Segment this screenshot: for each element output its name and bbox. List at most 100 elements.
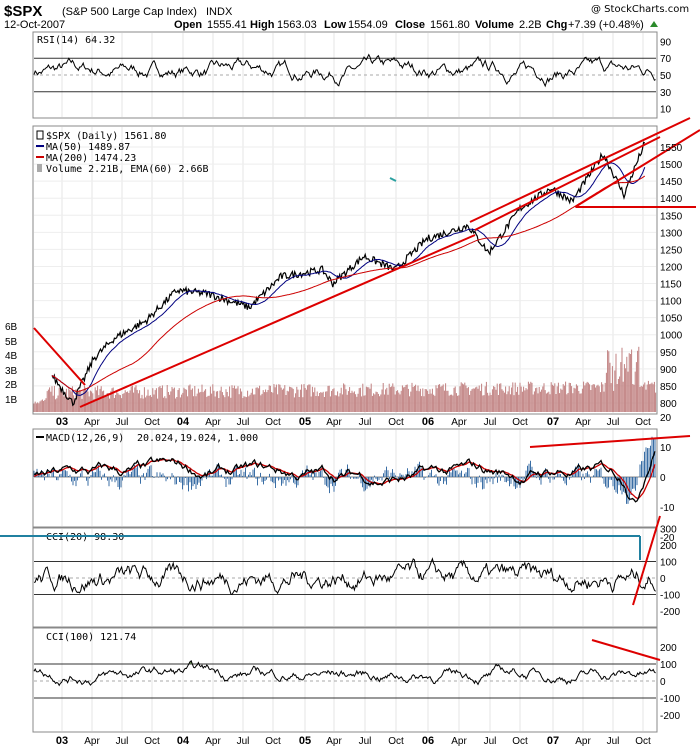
chart-symbol: $SPX	[4, 3, 42, 20]
rsi-tick: 50	[660, 71, 672, 82]
x-tick-label: Apr	[575, 417, 591, 428]
rsi-tick: 70	[660, 54, 672, 65]
volume-tick: 2B	[5, 380, 18, 391]
cci20-trendline	[632, 515, 661, 606]
macd-divergence-line	[529, 435, 691, 448]
up-arrow-icon	[650, 21, 658, 27]
trendlines	[33, 117, 700, 661]
cci20-tick: 300	[660, 525, 677, 536]
cci100-tick: 100	[660, 660, 677, 671]
macd-tick: 10	[660, 443, 672, 454]
x-tick-label: Jul	[359, 417, 372, 428]
macd-tick: -10	[660, 503, 675, 514]
legend-price: $SPX (Daily) 1561.80	[46, 131, 166, 142]
cci20-tick: -200	[660, 607, 680, 618]
rsi-tick: 90	[660, 37, 672, 48]
volume-tick: 6B	[5, 322, 18, 333]
x-tick-label: Jul	[484, 736, 497, 747]
macd-tick: -20	[660, 533, 675, 544]
watermark: @ StockCharts.com	[591, 4, 689, 15]
price-tick: 1300	[660, 228, 683, 239]
x-tick-label: Jul	[237, 736, 250, 747]
x-tick-label: Jul	[607, 417, 620, 428]
cci20-tick: -100	[660, 591, 680, 602]
x-tick-label: Oct	[512, 736, 528, 747]
rsi-line	[33, 53, 656, 88]
price-legend: $SPX (Daily) 1561.80 MA(50) 1489.87 MA(2…	[36, 130, 209, 175]
ohlc-readout: Open 1555.41 High 1563.03 Low 1554.09 Cl…	[174, 19, 658, 31]
volume-tick: 1B	[5, 395, 18, 406]
price-tick: 1500	[660, 160, 683, 171]
volume-bars	[33, 346, 657, 412]
x-tick-label: Apr	[84, 417, 100, 428]
x-tick-label: Jul	[237, 417, 250, 428]
price-tick: 800	[660, 399, 677, 410]
cci100-trendline	[591, 639, 661, 661]
support-trendline	[79, 234, 476, 408]
x-tick-label: Apr	[326, 736, 342, 747]
rsi-label: RSI(14) 64.32	[37, 35, 115, 46]
cci20-line	[33, 557, 656, 596]
volume-tick: 5B	[5, 337, 18, 348]
cci20-tick: 100	[660, 558, 677, 569]
price-tick: 1400	[660, 194, 683, 205]
cci20-tick: 0	[660, 574, 666, 585]
x-tick-label: Jul	[116, 417, 129, 428]
price-tick: 850	[660, 382, 677, 393]
chg-value: +7.39 (+0.48%)	[568, 19, 644, 31]
price-tick: 1050	[660, 314, 683, 325]
chart-exchange: INDX	[206, 6, 233, 18]
price-swatch-icon	[36, 130, 44, 140]
cci100-tick: 0	[660, 677, 666, 688]
x-tick-label: Apr	[451, 736, 467, 747]
rsi-axis: 90 70 50 30 10	[660, 37, 672, 115]
price-tick: 950	[660, 348, 677, 359]
x-tick-label: Apr	[84, 736, 100, 747]
x-tick-label: Jul	[484, 417, 497, 428]
legend-ma50: MA(50) 1489.87	[46, 142, 130, 153]
x-axis-upper: 03 Apr Jul Oct 04 Apr Jul Oct 05 Apr Jul Oct 06 Apr Ju…	[56, 416, 651, 428]
cci100-label: CCI(100) 121.74	[46, 632, 136, 643]
macd-signal-value: 19.024,	[180, 433, 222, 444]
cci100-tick: -200	[660, 711, 680, 722]
x-tick-label: Oct	[144, 417, 160, 428]
legend-ma200: MA(200) 1474.23	[46, 153, 136, 164]
price-tick: 1150	[660, 280, 682, 291]
chart-name: (S&P 500 Large Cap Index)	[62, 6, 197, 18]
volume-value: 2.2B	[519, 19, 542, 31]
macd-tick: 20	[660, 413, 672, 424]
macd-tick: 0	[660, 473, 666, 484]
close-label: Close	[395, 19, 425, 31]
x-tick-label: Oct	[388, 417, 404, 428]
x-tick-label: 03	[56, 735, 68, 747]
x-tick-label: 05	[299, 416, 311, 428]
x-tick-label: Apr	[326, 417, 342, 428]
cci100-line	[33, 659, 656, 687]
price-tick: 900	[660, 365, 677, 376]
upper-channel-line	[469, 117, 691, 223]
x-tick-label: Oct	[265, 736, 281, 747]
cci100-tick: -100	[660, 694, 680, 705]
x-tick-label: 06	[422, 416, 434, 428]
chart-date: 12-Oct-2007	[4, 19, 65, 31]
macd-label: MACD(12,26,9)	[46, 433, 124, 444]
annotation-cyan-mark	[389, 177, 397, 182]
rsi-tick: 10	[660, 105, 672, 116]
price-tick: 1250	[660, 245, 683, 256]
x-tick-label: 03	[56, 416, 68, 428]
high-value: 1563.03	[277, 19, 317, 31]
x-tick-label: 05	[299, 735, 311, 747]
chg-label: Chg	[546, 19, 567, 31]
x-tick-label: Oct	[512, 417, 528, 428]
volume-tick: 4B	[5, 351, 18, 362]
price-tick: 1350	[660, 211, 683, 222]
cci20-tick: 200	[660, 541, 677, 552]
mid-channel-line	[474, 136, 661, 231]
price-tick: 1200	[660, 262, 683, 273]
macd-value: 20.024,	[137, 433, 179, 444]
rsi-tick: 30	[660, 88, 672, 99]
low-label: Low	[324, 19, 346, 31]
ma50-line	[51, 162, 646, 396]
x-tick-label: Oct	[635, 417, 651, 428]
